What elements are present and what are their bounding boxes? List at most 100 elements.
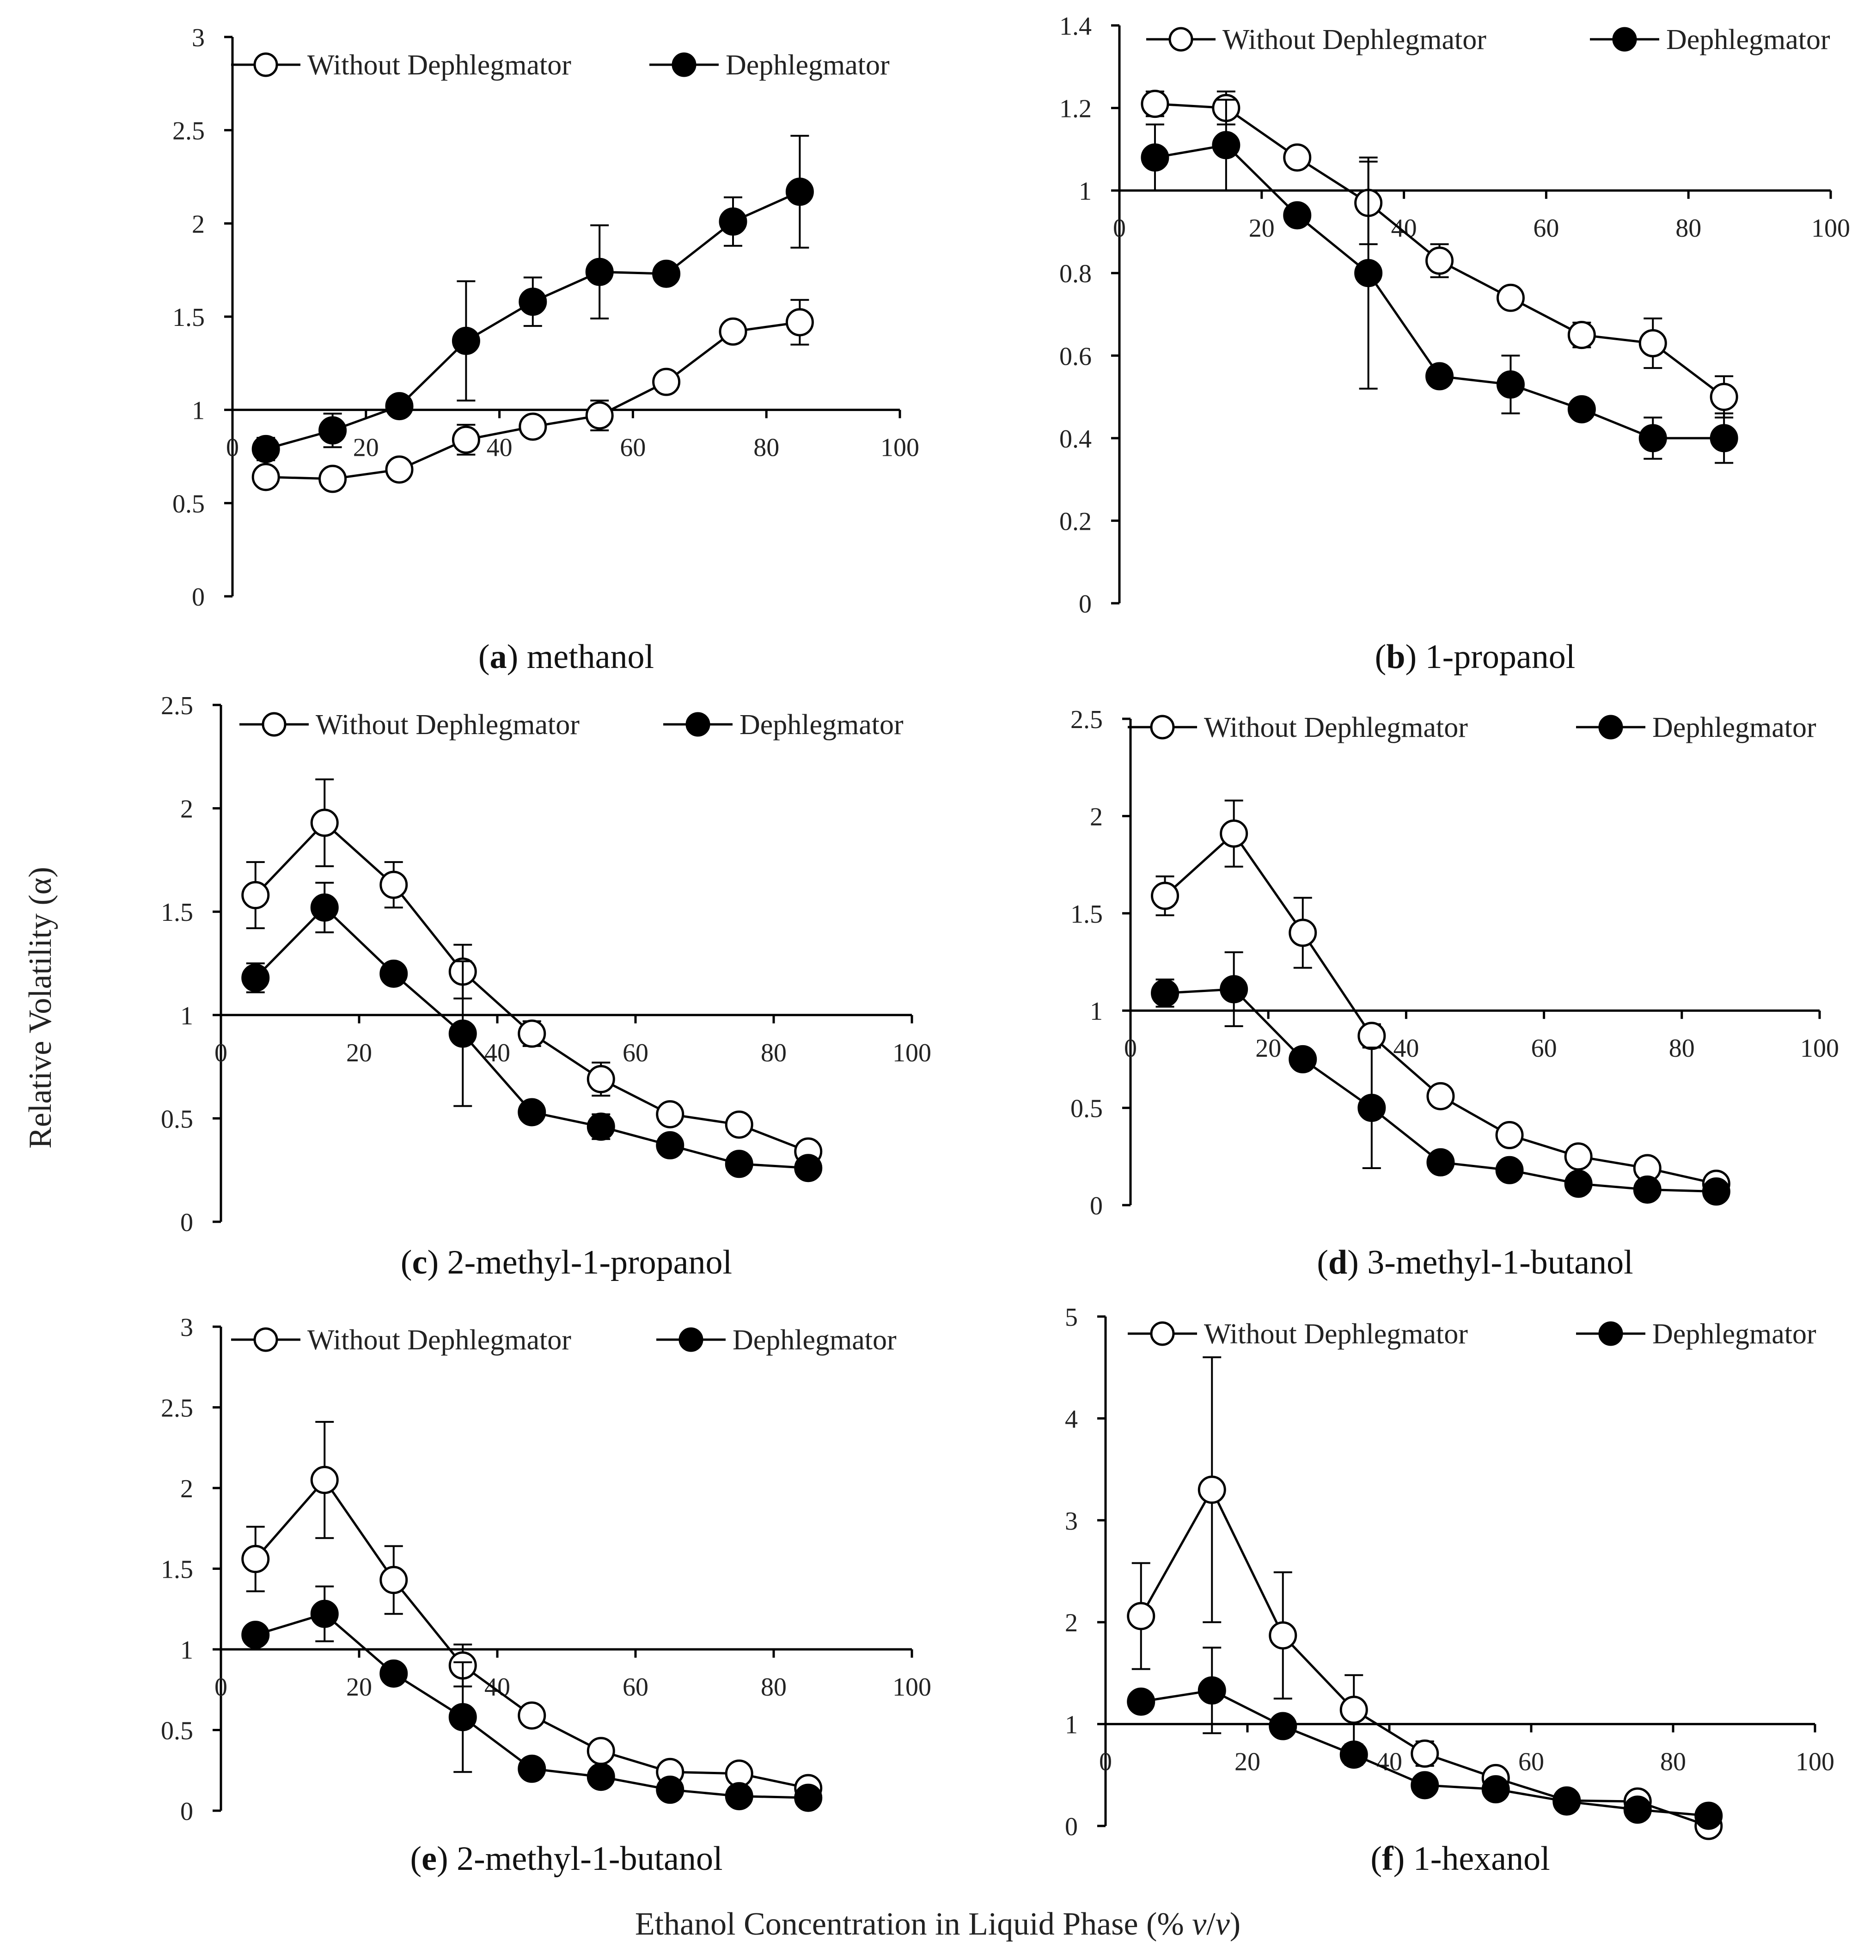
x-tick-label: 80: [1669, 1034, 1695, 1063]
data-point: [1633, 1175, 1662, 1204]
data-point: [785, 178, 814, 206]
series-dephlegmator: [1141, 98, 1738, 464]
caption-letter: f: [1382, 1840, 1394, 1878]
caption-letter: a: [490, 638, 507, 676]
data-point: [251, 463, 280, 491]
caption-letter: d: [1328, 1243, 1347, 1281]
data-point: [1289, 919, 1317, 947]
y-tick-label: 0: [192, 583, 205, 612]
x-axis-title-part: v: [1216, 1906, 1230, 1942]
legend-label: Dephlegmator: [733, 1324, 897, 1356]
data-point: [1151, 882, 1179, 910]
data-point: [379, 870, 408, 899]
x-tick-label: 0: [214, 1673, 227, 1702]
x-tick-label: 20: [1255, 1034, 1281, 1063]
data-point: [1127, 1687, 1155, 1716]
data-point: [241, 963, 270, 992]
x-tick-label: 80: [761, 1673, 787, 1702]
data-point: [1638, 329, 1667, 357]
y-tick-label: 1: [180, 1636, 193, 1665]
x-tick-label: 60: [623, 1039, 648, 1067]
data-point: [519, 288, 547, 316]
data-point: [1411, 1740, 1439, 1768]
caption-paren-open: (: [410, 1840, 422, 1878]
data-point: [1495, 1121, 1524, 1150]
data-point: [725, 1150, 753, 1178]
data-point: [1357, 1094, 1386, 1122]
data-point: [518, 1098, 546, 1127]
y-tick-label: 1: [1090, 997, 1103, 1026]
series-dephlegmator: [241, 1585, 823, 1812]
series-without-dephlegmator: [1141, 90, 1738, 419]
x-tick-label: 20: [346, 1039, 372, 1067]
data-point: [587, 1065, 615, 1093]
series-line: [1155, 144, 1724, 440]
caption-paren-open: (: [478, 638, 490, 676]
y-tick-label: 0.2: [1059, 507, 1092, 536]
data-point: [587, 1737, 615, 1765]
caption-name: ) methanol: [507, 638, 654, 676]
y-tick-label: 0.5: [161, 1105, 193, 1133]
data-point: [656, 1100, 684, 1128]
data-point: [1426, 1148, 1455, 1176]
legend: Without Dephlegmator Dephlegmator: [231, 1324, 897, 1356]
data-point: [719, 207, 747, 236]
y-tick-label: 0.8: [1059, 260, 1092, 288]
legend: Without Dephlegmator Dephlegmator: [1128, 712, 1816, 743]
series-dephlegmator: [241, 882, 823, 1182]
y-tick-label: 0: [1090, 1192, 1103, 1220]
caption-name: ) 1-propanol: [1405, 638, 1575, 676]
caption-name: ) 1-hexanol: [1393, 1840, 1550, 1878]
data-point: [1220, 819, 1248, 848]
legend-marker: [678, 1327, 703, 1352]
legend-marker: [1598, 1321, 1623, 1346]
data-point: [310, 1599, 339, 1628]
x-tick-label: 100: [892, 1673, 931, 1702]
data-point: [1141, 143, 1169, 172]
panel-caption: (f) 1-hexanol: [1370, 1840, 1550, 1878]
data-point: [652, 259, 681, 288]
data-point: [518, 1754, 546, 1783]
data-point: [652, 368, 681, 396]
data-point: [1269, 1621, 1297, 1650]
y-tick-label: 1.5: [172, 303, 205, 332]
y-tick-label: 2: [1090, 802, 1103, 831]
legend-marker: [672, 52, 697, 77]
y-tick-label: 0.5: [1070, 1095, 1103, 1123]
data-point: [318, 416, 347, 445]
legend: Without Dephlegmator Dephlegmator: [1128, 1318, 1816, 1350]
y-tick-label: 1: [1065, 1711, 1078, 1740]
legend-label: Without Dephlegmator: [1204, 1318, 1468, 1350]
data-point: [1425, 246, 1454, 275]
series-dephlegmator: [1127, 1647, 1723, 1830]
y-tick-label: 3: [1065, 1507, 1078, 1536]
panel-caption: (e) 2-methyl-1-butanol: [410, 1840, 722, 1878]
data-point: [385, 392, 414, 421]
series-without-dephlegmator: [1151, 799, 1730, 1198]
y-tick-label: 0.6: [1059, 342, 1092, 371]
data-point: [1495, 1156, 1524, 1184]
legend: Without Dephlegmator Dephlegmator: [1146, 24, 1830, 55]
data-point: [1638, 424, 1667, 453]
legend-label: Dephlegmator: [1652, 712, 1816, 743]
data-point: [587, 1112, 615, 1141]
data-point: [1127, 1602, 1155, 1630]
x-tick-label: 20: [1249, 214, 1275, 243]
data-point: [1710, 424, 1738, 453]
data-point: [1552, 1787, 1581, 1816]
x-tick-label: 60: [620, 434, 646, 462]
data-point: [587, 1763, 615, 1791]
data-point: [1496, 370, 1525, 399]
y-tick-label: 0: [180, 1208, 193, 1237]
y-tick-label: 2.5: [1070, 705, 1103, 734]
data-point: [1496, 283, 1525, 312]
data-point: [318, 465, 347, 493]
legend-label: Without Dephlegmator: [1222, 24, 1486, 55]
y-tick-label: 1.2: [1059, 95, 1092, 123]
x-axis-title-part: ): [1230, 1906, 1240, 1942]
data-point: [1151, 979, 1179, 1007]
data-point: [725, 1110, 753, 1139]
x-tick-label: 20: [353, 434, 379, 462]
x-tick-label: 100: [1800, 1034, 1839, 1063]
data-point: [1710, 383, 1738, 411]
